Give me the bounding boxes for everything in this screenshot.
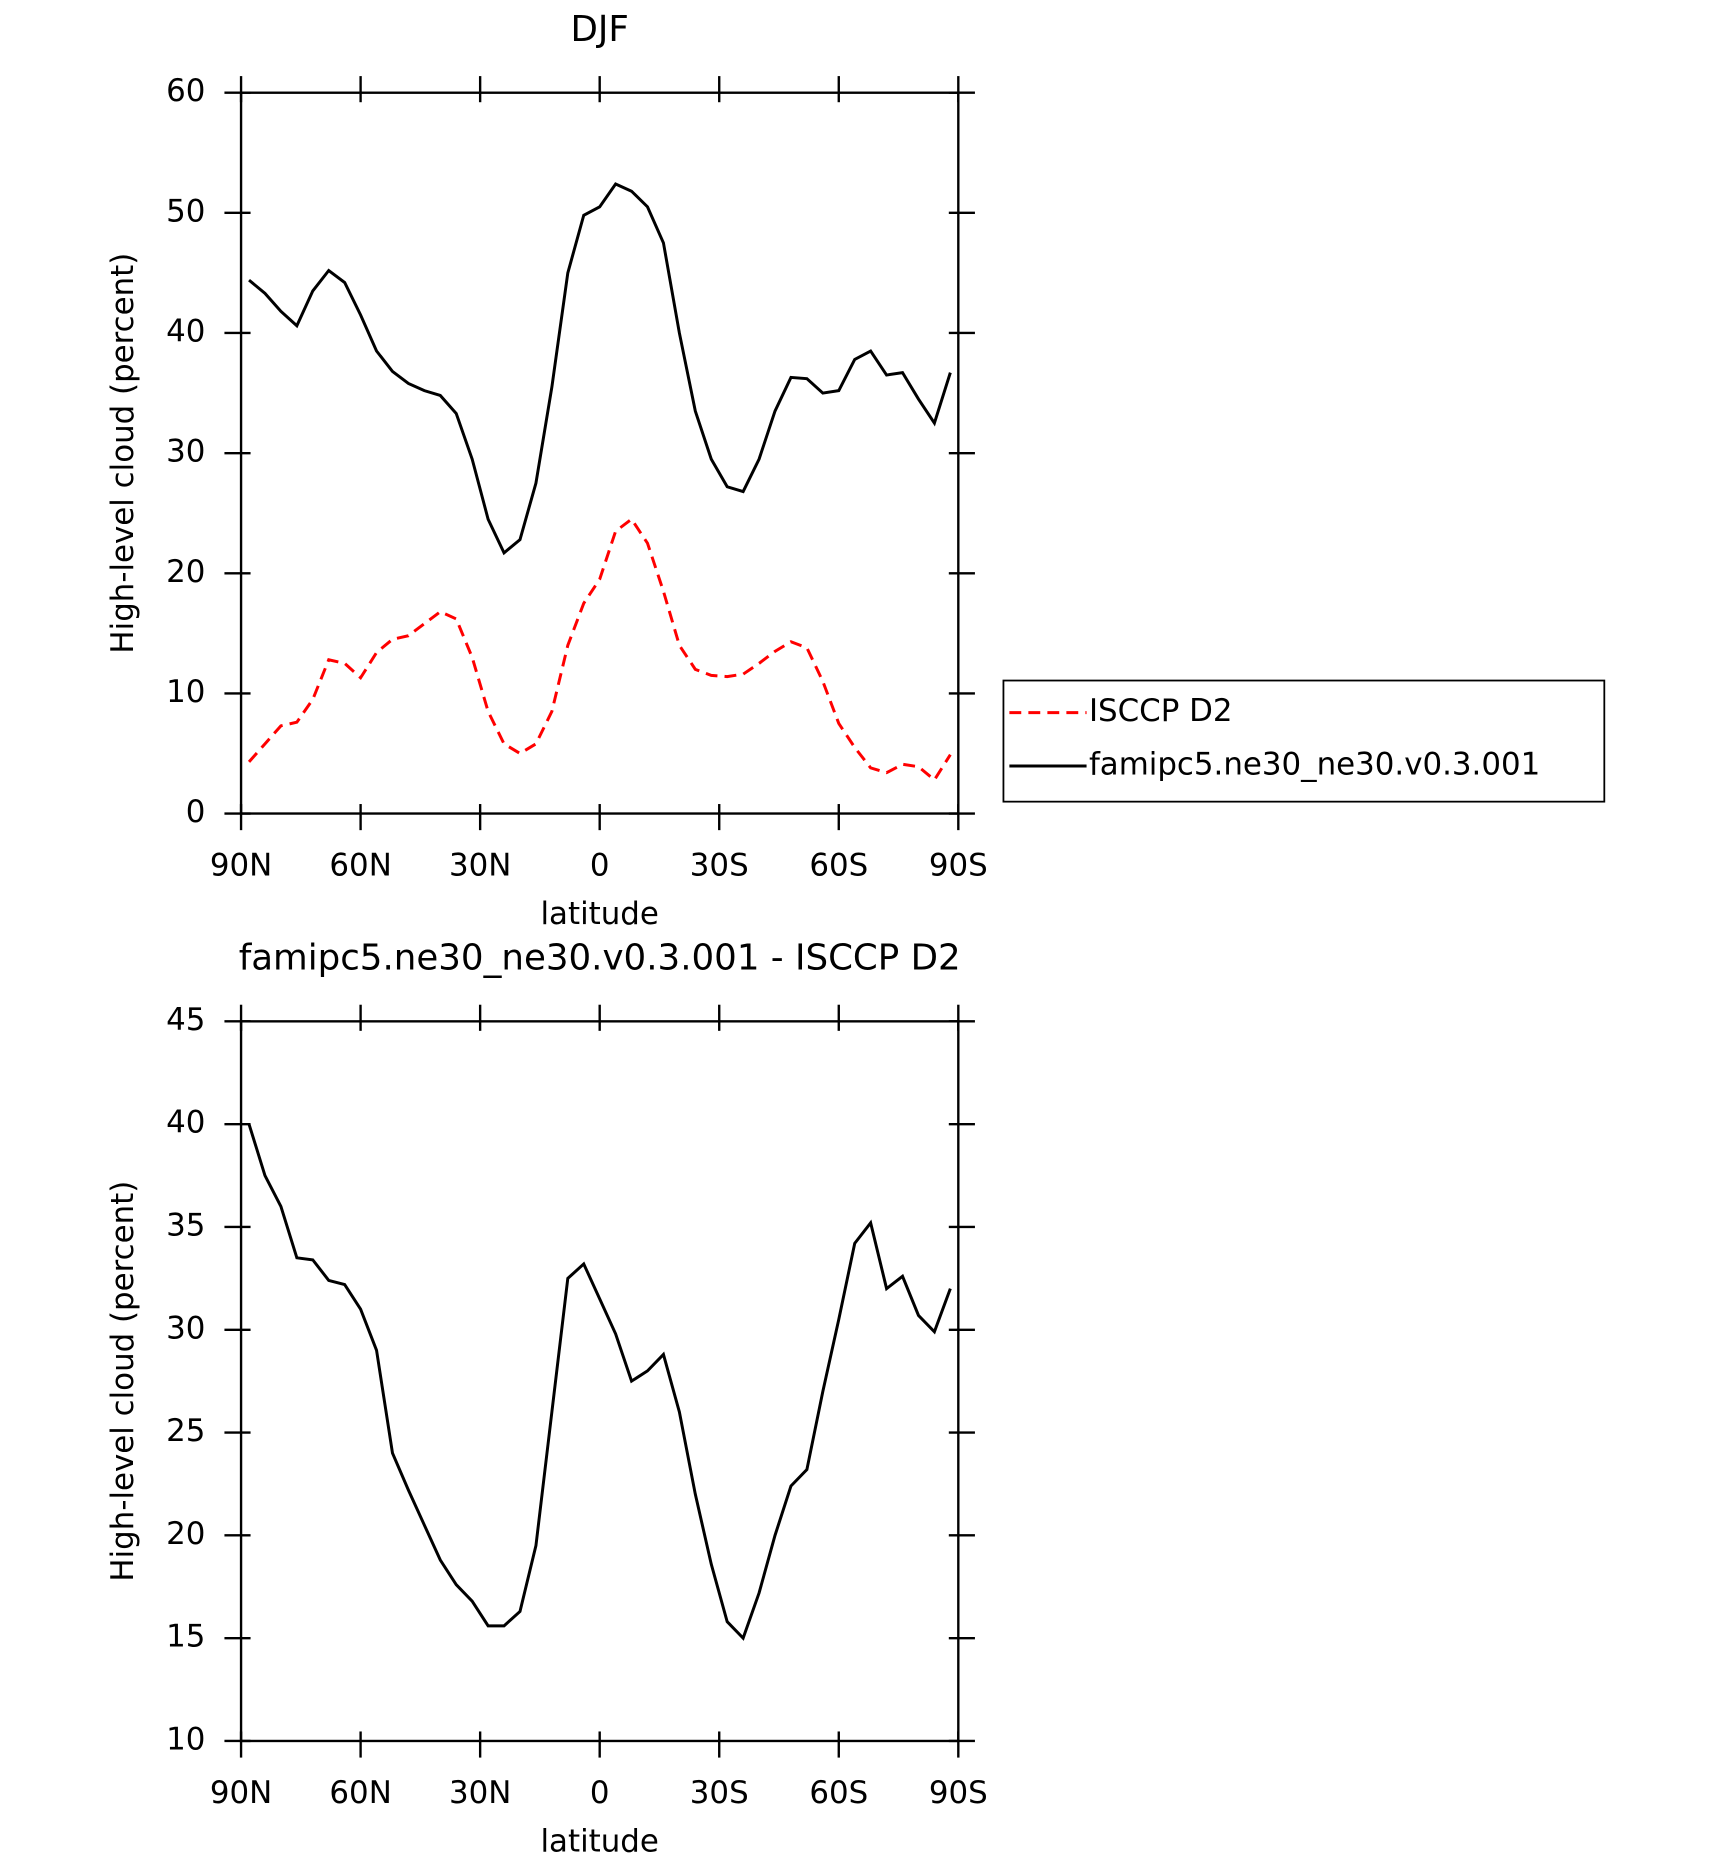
y-tick-label: 20 [166,554,205,590]
plot-frame [239,91,960,815]
y-tick-label: 30 [166,434,205,470]
y-tick-label: 30 [166,1310,205,1346]
x-tick-label: 30S [690,847,749,883]
y-tick-label: 40 [166,1105,205,1141]
y-tick-label: 10 [166,674,205,710]
x-tick-label: 30S [690,1775,749,1811]
x-axis-label: latitude [540,896,658,932]
y-axis-label: High-level cloud (percent) [105,1181,141,1582]
y-axis-label: High-level cloud (percent) [105,253,141,654]
legend-label: ISCCP D2 [1089,693,1233,729]
y-tick-label: 40 [166,313,205,349]
data-line [248,182,952,556]
plot-frame [239,1020,960,1743]
x-tick-label: 0 [590,847,610,883]
y-tick-label: 50 [166,193,205,229]
x-tick-label: 90S [929,1775,988,1811]
y-tick-label: 60 [166,73,205,109]
y-tick-label: 15 [166,1619,205,1655]
y-tick-label: 0 [186,794,206,830]
data-line [247,517,952,783]
y-tick-label: 20 [166,1516,205,1552]
data-line [247,1123,952,1641]
x-tick-label: 90N [210,1775,272,1811]
x-tick-label: 30N [449,847,511,883]
y-tick-label: 35 [166,1207,205,1243]
legend-label: famipc5.ne30_ne30.v0.3.001 [1089,747,1540,783]
y-tick-label: 25 [166,1413,205,1449]
x-tick-label: 90S [929,847,988,883]
chart-title: famipc5.ne30_ne30.v0.3.001 - ISCCP D2 [239,938,961,979]
y-tick-label: 10 [166,1721,205,1757]
x-tick-label: 0 [590,1775,610,1811]
chart-title: DJF [570,9,628,50]
x-tick-label: 90N [210,847,272,883]
x-axis-label: latitude [540,1824,658,1860]
x-tick-label: 60S [809,847,868,883]
x-tick-label: 60N [329,847,391,883]
x-tick-label: 30N [449,1775,511,1811]
x-tick-label: 60N [329,1775,391,1811]
y-tick-label: 45 [166,1002,205,1038]
x-tick-label: 60S [809,1775,868,1811]
legend-box [1002,679,1606,803]
